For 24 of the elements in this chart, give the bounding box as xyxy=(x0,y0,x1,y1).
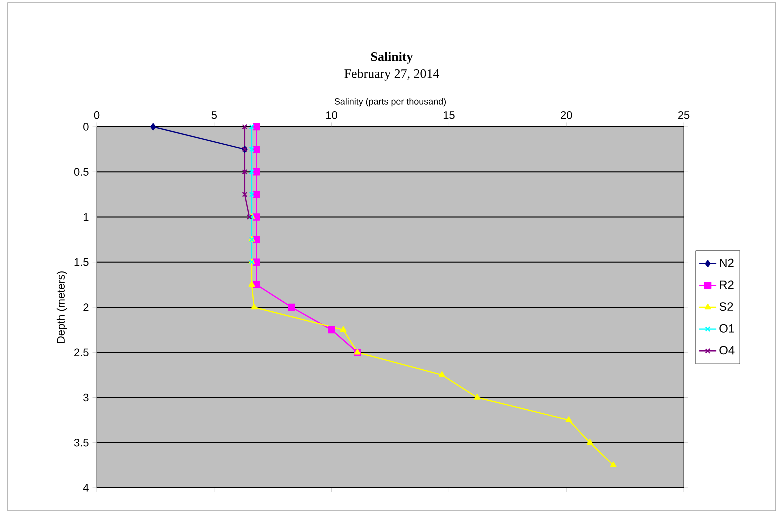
x-tick-label: 20 xyxy=(561,111,572,120)
y-tick-label: 0.5 xyxy=(74,168,89,176)
y-tick-label: 1 xyxy=(84,213,89,222)
x-tick-label: 5 xyxy=(212,112,217,120)
legend-label: S2 xyxy=(720,302,734,312)
x-tick-label: 0 xyxy=(94,111,100,120)
x-axis-title: Salinity (parts per thousand) xyxy=(334,98,446,107)
y-tick-label: 3.5 xyxy=(74,438,89,447)
legend-label: O4 xyxy=(720,346,735,355)
x-tick-label: 15 xyxy=(444,112,455,120)
y-tick-label: 3 xyxy=(84,394,89,402)
chart-title: Salinity xyxy=(371,52,414,64)
y-tick-label: 2 xyxy=(84,304,89,312)
x-tick-label: 10 xyxy=(326,111,338,120)
legend-label: O1 xyxy=(720,324,735,333)
legend-label: N2 xyxy=(720,258,734,268)
y-tick-label: 2.5 xyxy=(74,348,89,356)
x-tick-label: 25 xyxy=(678,111,690,120)
y-tick-label: 0 xyxy=(84,123,89,131)
chart-subtitle: February 27, 2014 xyxy=(344,69,440,81)
y-tick-label: 4 xyxy=(83,484,89,492)
y-axis-title: Depth (meters) xyxy=(56,272,68,344)
legend-label: R2 xyxy=(720,280,734,290)
y-tick-label: 1.5 xyxy=(74,258,89,266)
